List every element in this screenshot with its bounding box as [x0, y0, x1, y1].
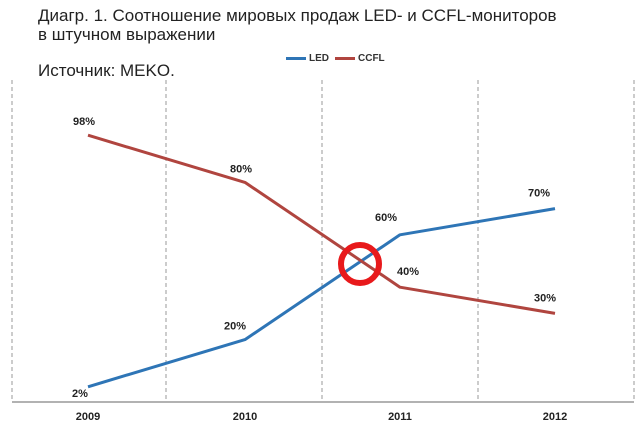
data-label-led-2010: 20%	[224, 321, 246, 333]
crossover-highlight-circle	[338, 242, 382, 286]
chart-title-line-2: в штучном выражении	[38, 25, 216, 44]
legend-swatch-led	[286, 57, 306, 60]
chart-title: Диагр. 1. Соотношение мировых продаж LED…	[38, 6, 557, 44]
legend: LED CCFL	[286, 53, 385, 64]
legend-label-ccfl: CCFL	[358, 53, 385, 64]
data-label-led-2009: 2%	[72, 388, 88, 400]
data-label-ccfl-2012: 30%	[534, 292, 556, 304]
x-tick-label-2009: 2009	[76, 411, 100, 423]
legend-item-led: LED	[286, 53, 329, 64]
chart-title-line-1: Диагр. 1. Соотношение мировых продаж LED…	[38, 6, 557, 25]
legend-swatch-ccfl	[335, 57, 355, 60]
data-label-ccfl-2011: 40%	[397, 266, 419, 278]
series-line-ccfl	[87, 133, 556, 315]
x-tick-label-2012: 2012	[543, 411, 567, 423]
data-label-ccfl-2010: 80%	[230, 163, 252, 175]
data-label-ccfl-2009: 98%	[73, 116, 95, 128]
series-line-led	[87, 207, 556, 389]
legend-item-ccfl: CCFL	[335, 53, 385, 64]
x-tick-label-2010: 2010	[233, 411, 257, 423]
legend-label-led: LED	[309, 53, 329, 64]
chart-source: Источник: MEKO.	[38, 61, 175, 80]
data-label-led-2011: 60%	[375, 212, 397, 224]
x-tick-label-2011: 2011	[388, 411, 412, 423]
data-label-led-2012: 70%	[528, 188, 550, 200]
